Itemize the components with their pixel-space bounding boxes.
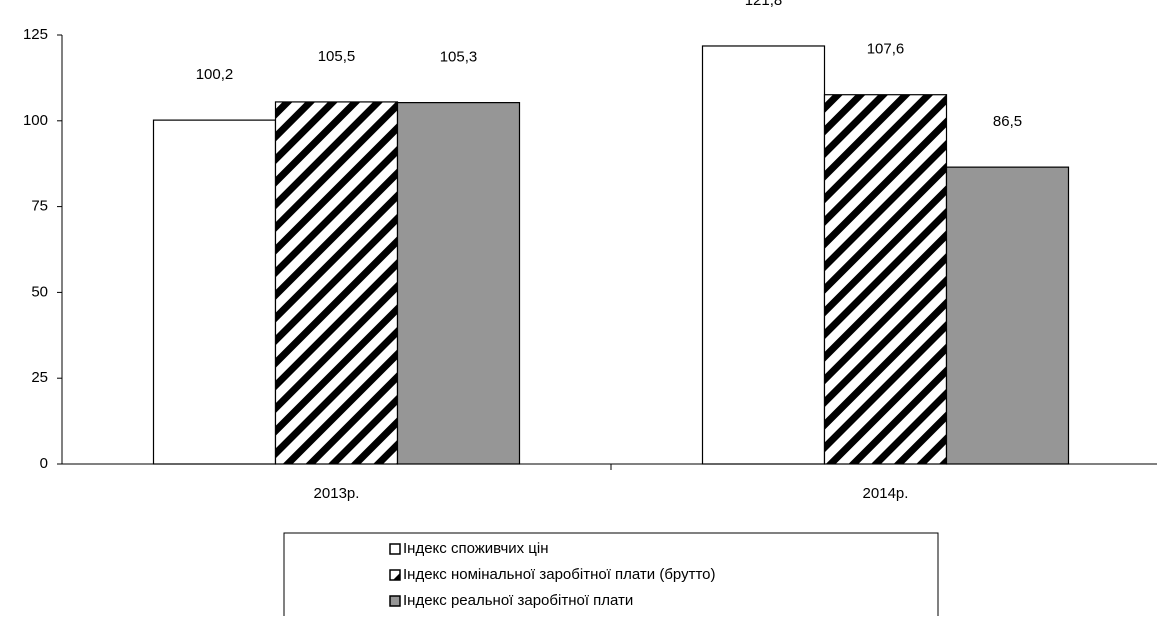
y-tick-label: 100 — [23, 112, 48, 129]
bar — [945, 166, 1070, 465]
value-label: 86,5 — [993, 113, 1022, 130]
legend-swatch — [389, 569, 401, 581]
x-tick-label: 2013р. — [314, 485, 360, 502]
value-label: 105,3 — [440, 49, 478, 66]
bar — [274, 101, 399, 465]
bar — [396, 102, 521, 465]
legend-swatch — [389, 543, 401, 555]
y-tick-label: 0 — [40, 455, 48, 472]
y-tick-label: 25 — [31, 369, 48, 386]
bar — [701, 45, 826, 465]
y-tick-label: 50 — [31, 283, 48, 300]
legend-label: Індекс реальної заробітної плати — [403, 592, 633, 609]
legend-label: Індекс номінальної заробітної плати (бру… — [403, 566, 716, 583]
value-label: 100,2 — [196, 66, 234, 83]
legend-swatch — [389, 595, 401, 607]
x-tick-label: 2014р. — [863, 485, 909, 502]
value-label: 121,8 — [745, 0, 783, 9]
value-label: 107,6 — [867, 41, 905, 58]
value-label: 105,5 — [318, 48, 356, 65]
bar — [152, 119, 277, 465]
y-tick-label: 125 — [23, 26, 48, 43]
y-tick-label: 75 — [31, 198, 48, 215]
bar — [823, 94, 948, 465]
legend-label: Індекс споживчих цін — [403, 540, 549, 557]
